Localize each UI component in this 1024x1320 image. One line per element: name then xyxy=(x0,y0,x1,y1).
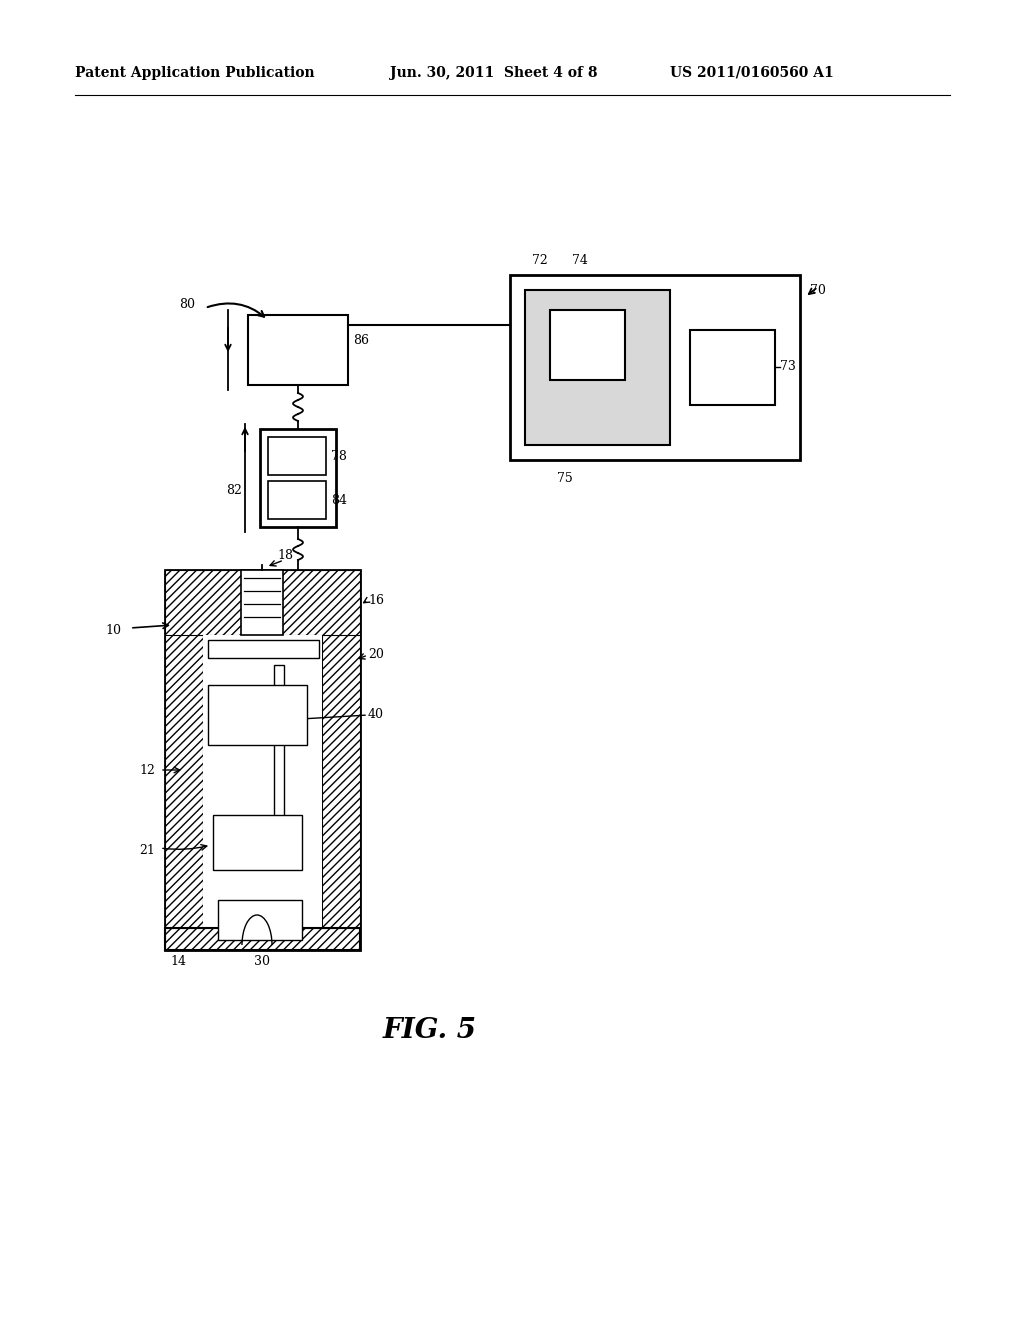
Text: 75: 75 xyxy=(557,473,572,484)
Bar xyxy=(510,275,800,459)
Text: 16: 16 xyxy=(368,594,384,606)
Bar xyxy=(165,928,360,950)
Text: 40: 40 xyxy=(368,709,384,722)
Text: 84: 84 xyxy=(331,494,347,507)
Bar xyxy=(274,665,284,865)
Bar xyxy=(165,570,203,950)
Bar xyxy=(165,570,360,635)
Bar xyxy=(690,330,775,405)
Text: FIG. 5: FIG. 5 xyxy=(383,1016,477,1044)
Text: 74: 74 xyxy=(572,253,588,267)
Text: Jun. 30, 2011  Sheet 4 of 8: Jun. 30, 2011 Sheet 4 of 8 xyxy=(390,66,597,81)
Text: 86: 86 xyxy=(353,334,369,346)
Text: 78: 78 xyxy=(331,450,347,462)
Bar xyxy=(213,814,302,870)
Bar xyxy=(203,635,322,928)
Bar xyxy=(241,570,283,635)
Text: US 2011/0160560 A1: US 2011/0160560 A1 xyxy=(670,66,834,81)
Text: 82: 82 xyxy=(226,484,242,498)
Bar xyxy=(248,315,348,385)
Text: 12: 12 xyxy=(139,763,155,776)
Bar xyxy=(525,290,670,445)
Text: 70: 70 xyxy=(810,284,826,297)
Bar xyxy=(165,570,360,950)
Text: 20: 20 xyxy=(368,648,384,661)
Bar xyxy=(208,640,319,657)
Bar xyxy=(550,310,625,380)
Text: 14: 14 xyxy=(170,954,186,968)
Text: 21: 21 xyxy=(139,843,155,857)
Bar xyxy=(268,437,326,475)
Text: 72: 72 xyxy=(532,253,548,267)
Bar xyxy=(260,429,336,527)
Text: 18: 18 xyxy=(278,549,293,562)
Bar xyxy=(208,685,307,744)
Bar xyxy=(165,928,360,950)
Text: 80: 80 xyxy=(179,298,195,312)
Text: 10: 10 xyxy=(105,623,121,636)
Bar xyxy=(268,480,326,519)
Bar xyxy=(322,570,360,950)
Bar xyxy=(218,900,302,940)
Text: 73: 73 xyxy=(780,360,796,374)
Text: Patent Application Publication: Patent Application Publication xyxy=(75,66,314,81)
Text: 30: 30 xyxy=(254,954,270,968)
